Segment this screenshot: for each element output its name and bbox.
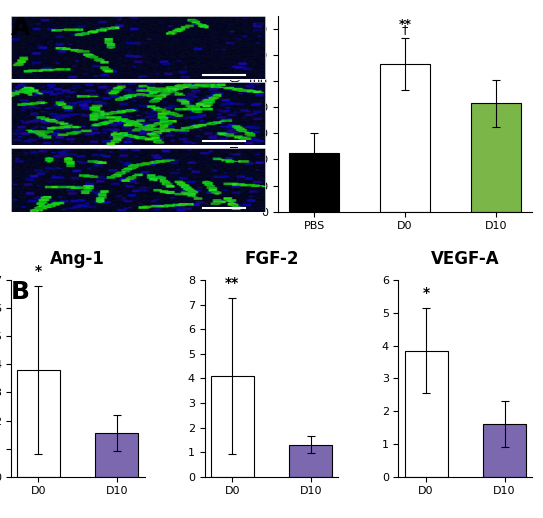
Text: *: * bbox=[35, 264, 42, 278]
Title: FGF-2: FGF-2 bbox=[244, 250, 299, 268]
Bar bbox=[289, 444, 332, 477]
Text: *: * bbox=[422, 286, 430, 300]
Text: **: ** bbox=[225, 276, 239, 290]
Text: B: B bbox=[11, 280, 30, 304]
Y-axis label: Capillary density(HPF): Capillary density(HPF) bbox=[231, 52, 242, 176]
Bar bbox=[483, 424, 526, 477]
Bar bbox=[211, 376, 254, 477]
Bar bbox=[405, 351, 447, 477]
Bar bbox=[471, 103, 521, 212]
Title: Ang-1: Ang-1 bbox=[50, 250, 105, 268]
Title: VEGF-A: VEGF-A bbox=[431, 250, 500, 268]
Text: A: A bbox=[11, 16, 30, 39]
Bar bbox=[96, 433, 138, 477]
Bar bbox=[380, 64, 430, 212]
Text: †: † bbox=[402, 23, 408, 36]
Bar bbox=[17, 370, 60, 477]
Bar bbox=[289, 153, 339, 212]
Text: **: ** bbox=[399, 18, 412, 31]
